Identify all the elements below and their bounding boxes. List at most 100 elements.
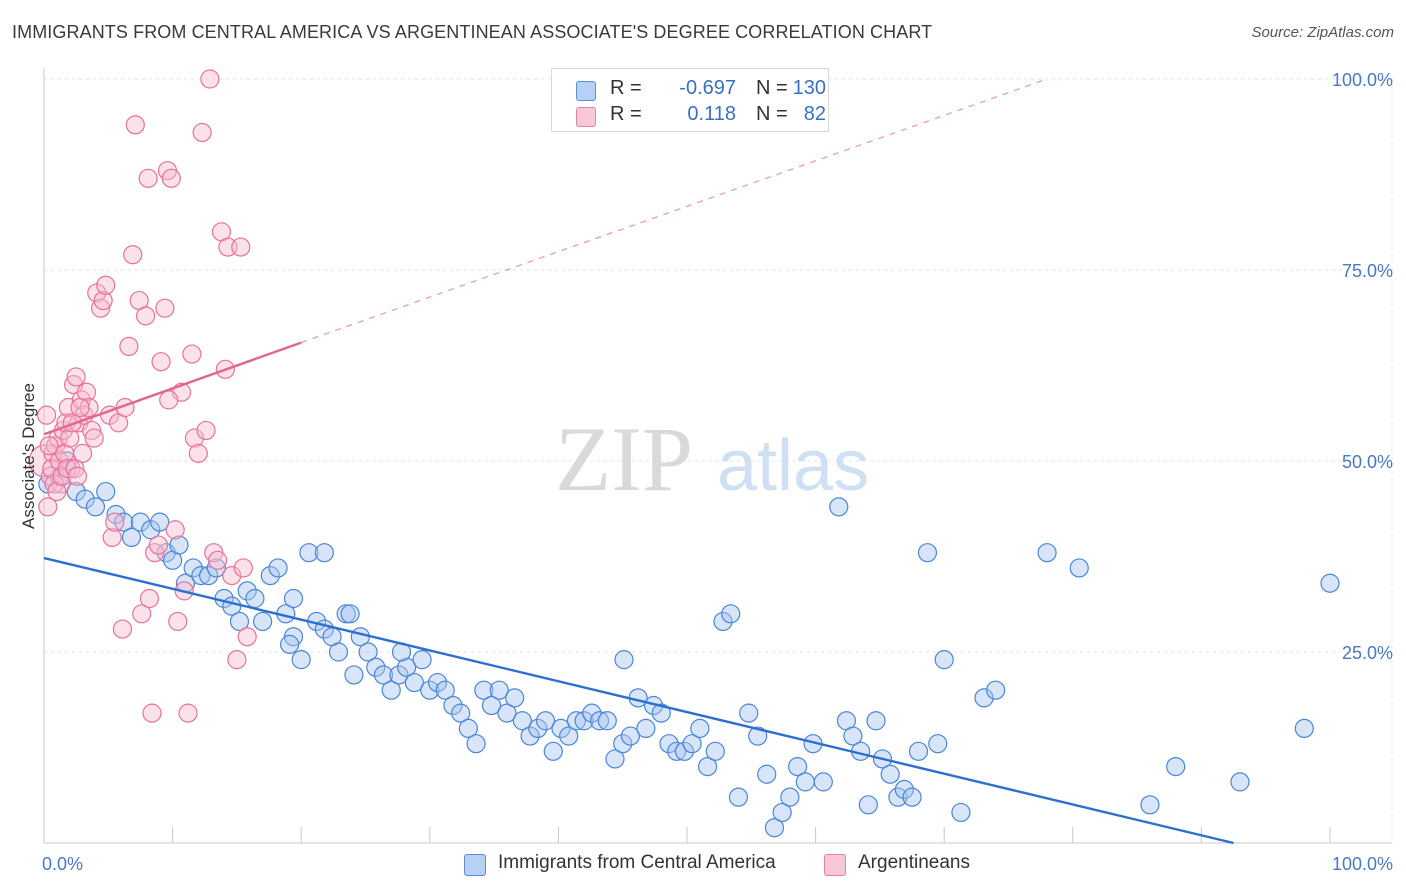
blue-data-point: [543, 741, 563, 761]
blue-data-point: [130, 512, 151, 532]
blue-data-point: [559, 726, 579, 746]
y-tick-label: 100.0%: [1332, 70, 1393, 90]
pink-data-point: [102, 527, 122, 548]
chart-title: IMMIGRANTS FROM CENTRAL AMERICA VS ARGEN…: [12, 22, 933, 42]
pink-data-point: [178, 703, 198, 723]
blue-data-point: [505, 688, 525, 708]
pink-data-point: [42, 459, 62, 479]
blue-data-point: [614, 650, 634, 670]
blue-data-point: [106, 504, 126, 525]
blue-data-point: [474, 680, 494, 700]
pink-trend-line: [43, 341, 302, 436]
pink-data-point: [231, 237, 251, 257]
pink-data-point: [168, 611, 188, 632]
blue-data-point: [150, 512, 170, 532]
pink-data-point: [62, 413, 82, 433]
blue-data-point: [682, 734, 702, 754]
blue-data-point: [427, 672, 448, 693]
legend-r-label: R =: [610, 103, 642, 125]
blue-data-point: [489, 680, 509, 700]
blue-data-point: [667, 741, 687, 761]
pink-data-point: [44, 474, 64, 494]
blue-data-point: [659, 734, 679, 754]
blue-data-point: [528, 718, 548, 739]
blue-data-point: [902, 787, 922, 807]
pink-data-point: [155, 298, 175, 318]
blue-data-point: [757, 764, 777, 784]
pink-data-point: [184, 428, 205, 448]
legend-n-value-pink: 82: [803, 103, 826, 125]
blue-data-point: [328, 642, 349, 662]
blue-data-point: [605, 749, 625, 769]
pink-data-point: [227, 650, 247, 670]
blue-data-point: [199, 565, 219, 586]
blue-data-point: [268, 558, 288, 578]
blue-data-point: [340, 604, 360, 624]
blue-data-point: [674, 741, 695, 761]
blue-data-point: [260, 565, 280, 586]
pink-data-point: [84, 428, 104, 448]
blue-data-point: [1166, 756, 1186, 777]
blue-data-point: [764, 818, 785, 838]
blue-data-point: [314, 543, 334, 563]
blue-data-point: [1140, 795, 1160, 815]
blue-data-point: [787, 756, 808, 777]
blue-data-point: [613, 734, 633, 754]
bottom-legend-label-pink: Argentineans: [858, 852, 970, 873]
blue-data-point: [728, 787, 749, 807]
points-layer: [28, 69, 1340, 838]
bottom-legend-swatch-blue: [464, 854, 486, 876]
blue-data-point: [397, 657, 417, 677]
pink-data-point: [57, 459, 77, 479]
watermark-zip: ZIP: [555, 408, 693, 510]
blue-data-point: [466, 734, 486, 754]
pink-data-point: [222, 565, 242, 586]
blue-data-point: [566, 711, 587, 731]
blue-data-point: [1230, 772, 1250, 792]
legend-r-value-pink: 0.118: [687, 103, 736, 125]
y-tick-label: 75.0%: [1342, 261, 1393, 281]
blue-data-point: [928, 734, 948, 754]
blue-data-point: [206, 558, 226, 578]
blue-data-point: [451, 703, 471, 723]
blue-data-point: [697, 756, 718, 777]
pink-data-point: [125, 115, 145, 135]
blue-data-point: [986, 680, 1006, 700]
pink-data-point: [188, 443, 208, 463]
pink-data-point: [142, 703, 162, 723]
blue-data-point: [908, 741, 929, 761]
blue-data-point: [283, 588, 304, 609]
blue-data-point: [795, 772, 815, 792]
legend-n-value-blue: 130: [792, 77, 826, 99]
blue-data-point: [636, 718, 656, 739]
blue-data-point: [96, 481, 116, 502]
blue-data-point: [651, 703, 671, 723]
pink-data-point: [182, 344, 202, 364]
pink-data-point: [47, 481, 67, 502]
blue-data-point: [582, 703, 602, 723]
labels-layer: 25.0% 50.0% 75.0% 100.0% 0.0% 100.0% Associate…: [19, 70, 1393, 874]
pink-data-point: [38, 497, 58, 517]
blue-data-point: [888, 787, 908, 807]
pink-data-point: [233, 558, 253, 578]
pink-data-point: [135, 306, 156, 326]
blue-data-point: [404, 672, 424, 693]
legend-r-value-blue: -0.697: [679, 77, 736, 99]
pink-data-point: [105, 512, 125, 532]
y-tick-label: 25.0%: [1342, 643, 1393, 663]
pink-data-point: [200, 69, 220, 89]
pink-data-point: [132, 604, 152, 624]
blue-data-point: [291, 650, 311, 670]
bottom-legend-label-blue: Immigrants from Central America: [498, 852, 776, 873]
blue-data-point: [512, 711, 532, 731]
pink-data-point: [151, 352, 171, 372]
pink-data-point: [138, 168, 158, 188]
blue-data-point: [597, 711, 617, 731]
pink-data-point: [93, 290, 113, 311]
pink-data-point: [192, 122, 212, 143]
pink-data-point: [36, 405, 57, 425]
blue-data-point: [435, 680, 455, 700]
pink-data-point: [96, 275, 116, 295]
blue-data-point: [520, 726, 540, 746]
